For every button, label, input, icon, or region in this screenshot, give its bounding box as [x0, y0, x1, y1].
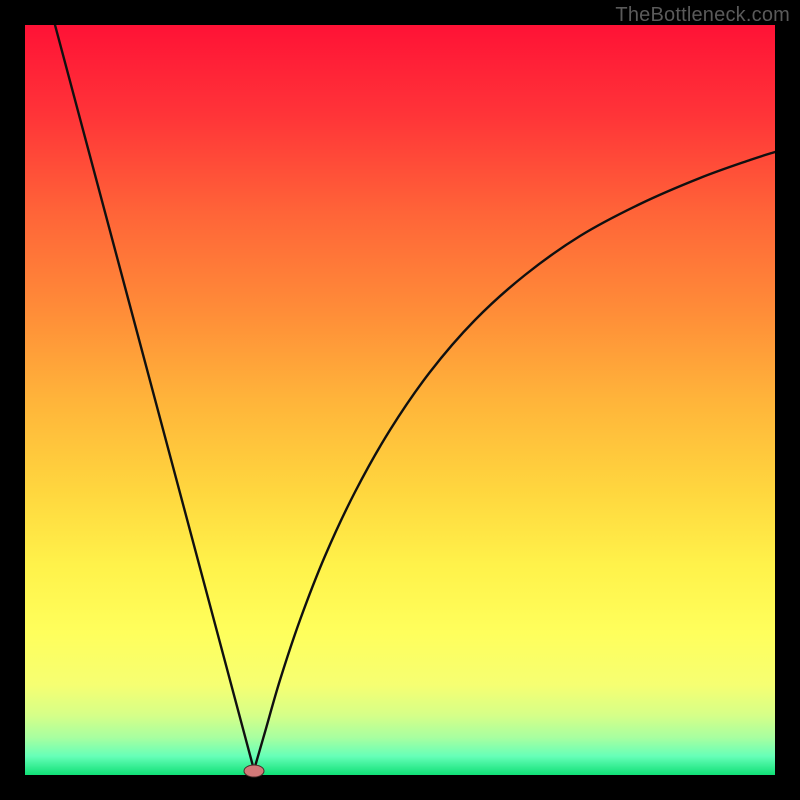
plot-area: [25, 25, 775, 775]
optimum-marker: [244, 765, 264, 777]
bottleneck-chart: [0, 0, 800, 800]
chart-container: TheBottleneck.com: [0, 0, 800, 800]
watermark-text: TheBottleneck.com: [615, 4, 790, 27]
